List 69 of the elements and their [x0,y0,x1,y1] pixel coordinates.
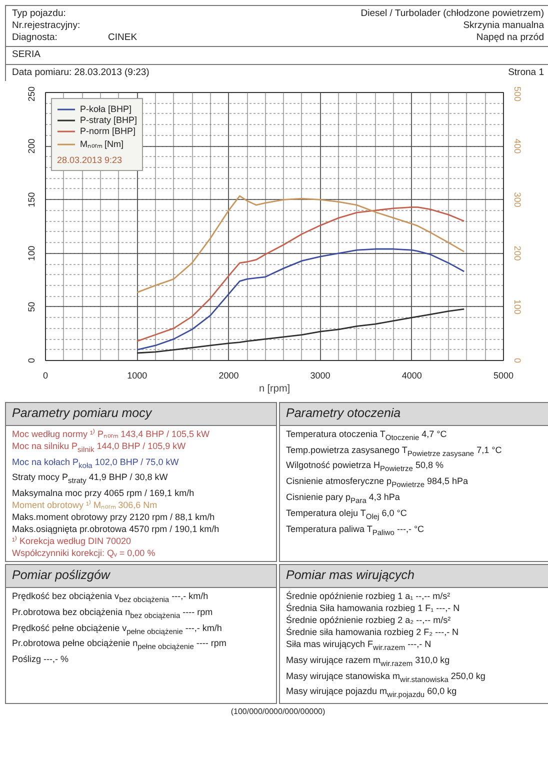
text: Temperatura otoczenia T$_{Otoczenie}$ 4,7 °C [286,428,448,444]
x-tick-label: 4000 [402,370,422,380]
y-tick-label: 250 [26,86,36,102]
y2-tick-label: 300 [512,192,522,208]
text: Nr.rejestracyjny: [12,20,82,32]
text: Typ pojazdu: [12,8,67,20]
text: ¹⁾ Korekcja według DIN 70020 [12,535,132,548]
legend-label: Mₙₒᵣₘ [Nm] [80,138,124,150]
text: Strona 1 [508,67,544,79]
text: Straty mocy P$_{straty}$ 41,9 BHP / 30,8 kW [12,471,169,488]
text: Współczynniki korekcji: Qᵥ = 0,00 % [12,547,156,560]
text: Prędkość bez obciążenia v$_{bez obciążenia}$ ---,- km/h [12,590,210,606]
text: Średnie opóźnienie rozbieg 1 a₁ --,-- m/s² [286,590,452,602]
text: Maks.osiągnięta pr.obrotowa 4570 rpm / 190,1 km/h [12,523,220,536]
legend-title: 28.03.2013 9:23 [57,155,124,165]
x-tick-label: 2000 [218,370,239,380]
text: Temperatura paliwa T$_{Paliwo}$ ---,- °C [286,522,426,538]
y2-tick-label: 0 [512,358,522,364]
text: Napęd na przód [475,32,544,44]
text: Moc na kołach P$_{koła}$ 102,0 BHP / 75,0 kW [12,456,180,472]
y-tick-label: 0 [26,358,36,364]
text: CINEK [108,32,138,43]
x-tick-label: 5000 [493,370,514,380]
y2-tick-label: 500 [512,86,522,102]
y-tick-label: 150 [26,192,36,208]
text: Pomiar poślizgów [6,565,276,588]
text: Diagnosta: [12,32,58,44]
text: (100/000/0000/000/00000) [230,706,326,718]
text: Maks.moment obrotowy przy 2120 rpm / 88,1 km/h [12,511,216,524]
x-axis-title: n [rpm] [258,384,290,394]
legend-label: P-norm [BHP] [80,126,136,136]
y-tick-label: 100 [26,246,36,261]
x-tick-label: 0 [42,370,48,380]
text: Moc według normy ¹⁾ Pₙₒᵣₘ 143,4 BHP / 105,5 kW [12,428,210,440]
y2-tick-label: 400 [512,138,522,154]
y2-tick-label: 200 [512,246,522,261]
text: Moc na silniku P$_{silnik}$ 144,0 BHP / 105,9 kW [12,440,187,456]
text: Wilgotność powietrza H$_{Powietrze}$ 50,8 % [286,459,445,476]
text: Masy wirujące pojazdu m$_{wir.pojazdu}$ 60,0 kg [286,685,458,702]
text: Cisnienie pary p$_{Para}$ 4,3 hPa [286,491,401,507]
text: Średnie siła hamowania rozbieg 2 F₂ ---,- N [286,626,460,638]
text: Pr.obrotowa bez obciążenia n$_{bez obciążenia}$ ---- rpm [12,606,214,622]
y2-tick-label: 100 [512,299,522,314]
text: Skrzynia manualna [462,20,544,32]
legend-label: P-straty [BHP] [80,115,138,125]
text: Temperatura oleju T$_{Olej}$ 6,0 °C [286,506,408,523]
y-tick-label: 200 [26,138,36,154]
text: Prędkość pełne obciążenie v$_{pełne obciążenie}$ ---,- km/h [12,622,223,638]
y-tick-label: 50 [26,302,36,312]
x-tick-label: 1000 [127,370,148,380]
text: Cisnienie atmosferyczne p$_{Powietrze}$ 984,5 hPa [286,475,470,492]
text: Średnie opóźnienie rozbieg 2 a₂ --,-- m/s² [286,614,452,626]
text: SERIA [5,47,548,65]
text: Parametry pomiaru mocy [6,403,276,426]
text: Diesel / Turbolader (chłodzone powietrzem) [360,8,544,20]
text: Temp.powietrza zasysanego T$_{Powietrze zasysane}$ 7,1 °C [286,444,503,460]
text: Średnia Siła hamowania rozbieg 1 F₁ ---,- N [286,602,461,614]
text: Pomiar mas wirujących [280,565,548,588]
text: Masy wirujące stanowiska m$_{wir.stanowiska}$ 250,0 kg [286,670,486,686]
text: Maksymalna moc przy 4065 rpm / 169,1 km/h [12,487,196,500]
text: Data pomiaru: 28.03.2013 (9:23) [12,67,150,79]
text: Siła mas wirujących F$_{wir.razem}$ ---,- N [286,638,432,654]
legend-label: P-koła [BHP] [80,104,132,114]
text: Parametry otoczenia [280,403,548,426]
text: Pr.obrotowa pełne obciążenie n$_{pełne obciążenie}$ ---- rpm [12,637,228,654]
text: Moment obrotowy ¹⁾ Mₙₒᵣₘ 306,6 Nm [12,499,158,512]
text: Masy wirujące razem m$_{wir.razem}$ 310,0 kg [286,654,451,670]
text: Poślizg ---,- % [12,653,70,666]
x-tick-label: 3000 [310,370,330,380]
